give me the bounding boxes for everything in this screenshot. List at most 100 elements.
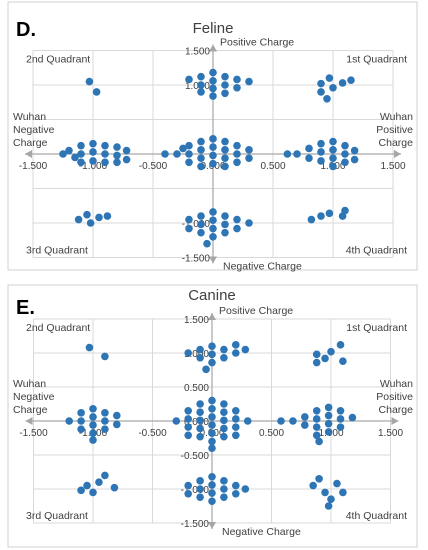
data-point bbox=[208, 489, 216, 497]
data-point bbox=[220, 432, 228, 441]
data-point bbox=[77, 425, 85, 433]
data-point bbox=[208, 472, 216, 481]
data-point bbox=[184, 481, 192, 490]
data-point bbox=[348, 413, 357, 422]
data-point bbox=[321, 488, 329, 497]
data-point bbox=[89, 413, 97, 421]
data-point bbox=[209, 84, 217, 93]
data-point bbox=[95, 213, 103, 222]
data-point bbox=[197, 154, 205, 162]
data-point bbox=[196, 416, 204, 425]
data-point bbox=[208, 497, 216, 506]
data-point bbox=[208, 421, 216, 429]
data-point bbox=[305, 154, 313, 162]
data-point bbox=[221, 228, 229, 237]
data-point bbox=[197, 162, 205, 171]
data-point bbox=[289, 417, 297, 425]
data-point bbox=[233, 158, 241, 167]
data-point bbox=[74, 215, 83, 224]
data-point bbox=[209, 224, 217, 233]
data-point bbox=[196, 400, 204, 408]
data-point bbox=[113, 151, 121, 160]
data-point bbox=[317, 157, 325, 165]
data-point bbox=[95, 478, 103, 487]
data-point bbox=[101, 425, 109, 433]
data-point bbox=[209, 208, 217, 216]
data-point bbox=[329, 137, 337, 146]
data-point bbox=[197, 81, 205, 89]
axis-label-right: Wuhan Positive Charge bbox=[376, 111, 413, 149]
data-point bbox=[89, 488, 97, 497]
data-point bbox=[221, 212, 229, 220]
data-point bbox=[220, 345, 228, 354]
data-point bbox=[232, 423, 240, 431]
data-point bbox=[329, 146, 337, 154]
data-point bbox=[317, 79, 325, 88]
data-point bbox=[339, 357, 347, 365]
data-point bbox=[197, 146, 205, 154]
data-point bbox=[101, 158, 109, 167]
data-point bbox=[245, 154, 253, 162]
data-point bbox=[327, 347, 335, 356]
data-point bbox=[89, 139, 97, 148]
data-point bbox=[85, 77, 94, 86]
data-point bbox=[184, 415, 192, 423]
axis-label-left: Wuhan Negative Charge bbox=[13, 111, 55, 149]
data-point bbox=[209, 92, 217, 100]
quadrant-label-3rd: 3rd Quadrant bbox=[26, 245, 88, 257]
data-point bbox=[277, 417, 285, 425]
data-point bbox=[208, 437, 216, 446]
data-point bbox=[232, 481, 240, 490]
axis-label-right: Wuhan Positive Charge bbox=[376, 378, 413, 416]
data-point bbox=[233, 83, 241, 92]
data-point bbox=[184, 423, 192, 431]
arrow-right-icon bbox=[394, 150, 401, 158]
y-tick-label: -1.000 bbox=[182, 219, 211, 230]
data-point bbox=[233, 224, 241, 233]
data-point bbox=[233, 75, 241, 84]
data-point bbox=[324, 411, 333, 420]
panel-label: E. bbox=[16, 297, 35, 319]
data-point bbox=[220, 400, 228, 408]
data-point bbox=[208, 413, 216, 421]
data-point bbox=[71, 153, 79, 162]
data-point bbox=[197, 88, 205, 96]
data-point bbox=[65, 146, 73, 155]
data-point bbox=[241, 485, 250, 493]
data-point bbox=[307, 215, 316, 224]
data-point bbox=[221, 146, 229, 154]
data-point bbox=[196, 477, 204, 485]
data-point bbox=[221, 162, 229, 171]
data-point bbox=[184, 431, 192, 440]
data-point bbox=[221, 154, 229, 162]
panel-border-1 bbox=[7, 284, 418, 548]
data-point bbox=[336, 415, 345, 423]
data-point bbox=[336, 423, 345, 431]
data-point bbox=[185, 224, 193, 233]
data-point bbox=[312, 415, 321, 423]
data-point bbox=[209, 77, 217, 85]
y-tick-label: 0.500 bbox=[184, 383, 209, 394]
data-point bbox=[83, 210, 91, 219]
data-point bbox=[172, 417, 181, 425]
data-point bbox=[317, 139, 325, 148]
data-point bbox=[208, 429, 216, 438]
axis-label-top: Positive Charge bbox=[219, 305, 293, 317]
data-point bbox=[197, 228, 205, 237]
data-point bbox=[220, 408, 228, 416]
axis-label-bottom: Negative Charge bbox=[223, 261, 302, 273]
data-point bbox=[315, 437, 323, 446]
data-point bbox=[333, 479, 341, 488]
data-point bbox=[77, 158, 85, 167]
data-point bbox=[220, 424, 228, 433]
data-point bbox=[101, 141, 109, 150]
data-point bbox=[341, 206, 349, 215]
data-point bbox=[196, 345, 204, 354]
data-point bbox=[329, 162, 337, 171]
data-point bbox=[336, 407, 345, 415]
data-point bbox=[243, 417, 252, 425]
data-point bbox=[232, 489, 240, 498]
x-tick-label: -0.500 bbox=[139, 161, 168, 172]
data-point bbox=[209, 159, 217, 168]
data-point bbox=[208, 481, 216, 489]
